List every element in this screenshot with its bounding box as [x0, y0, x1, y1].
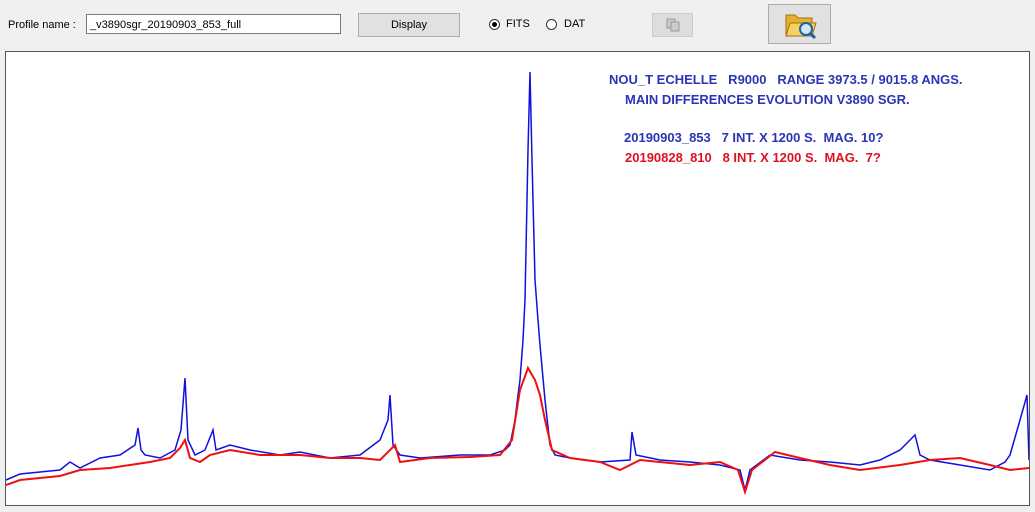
fits-radio[interactable] [489, 19, 500, 30]
dat-radio[interactable] [546, 19, 557, 30]
annotation-range: NOU_T ECHELLE R9000 RANGE 3973.5 / 9015.… [609, 72, 963, 87]
open-folder-button[interactable] [768, 4, 831, 44]
profile-label: Profile name : [8, 19, 76, 31]
spectrum-plot: NOU_T ECHELLE R9000 RANGE 3973.5 / 9015.… [6, 71, 1029, 496]
copy-icon [666, 18, 680, 32]
annotation-blue-series: 20190903_853 7 INT. X 1200 S. MAG. 10? [624, 130, 883, 145]
plot-panel: NOU_T ECHELLE R9000 RANGE 3973.5 / 9015.… [5, 51, 1030, 506]
spectrum-red [6, 365, 1029, 496]
display-button[interactable]: Display [358, 13, 460, 37]
spectrum-blue [6, 71, 1029, 491]
copy-button[interactable] [652, 13, 693, 37]
dat-label[interactable]: DAT [564, 18, 586, 30]
annotation-red-series: 20190828_810 8 INT. X 1200 S. MAG. 7? [625, 150, 881, 165]
folder-icon [785, 14, 817, 40]
annotation-subtitle: MAIN DIFFERENCES EVOLUTION V3890 SGR. [625, 92, 910, 107]
fits-label[interactable]: FITS [506, 18, 530, 30]
profile-input[interactable]: _v3890sgr_20190903_853_full [86, 14, 341, 34]
